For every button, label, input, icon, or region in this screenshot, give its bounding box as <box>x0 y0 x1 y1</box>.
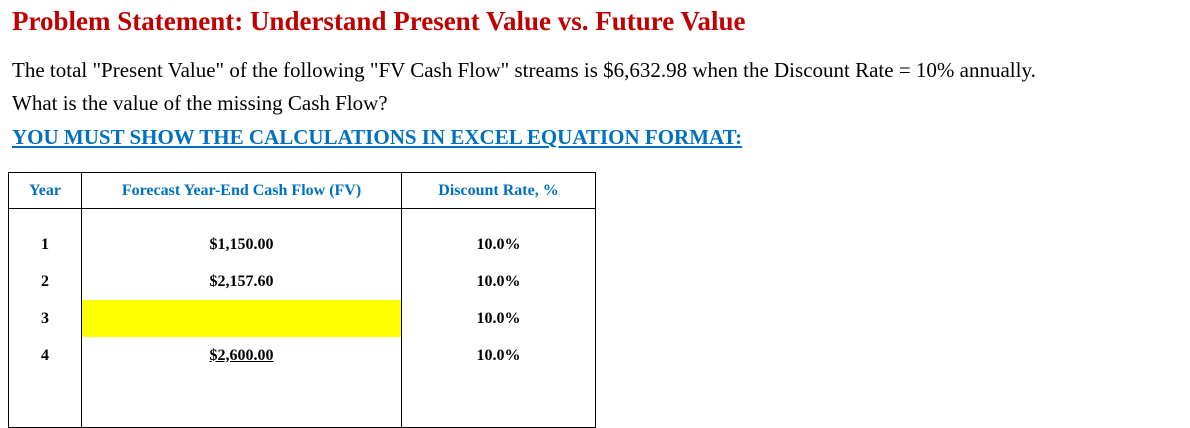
cash-flow-cell: $2,600.00 <box>81 337 402 374</box>
table-row-missing-cash-flow: 3 10.0% <box>8 300 596 337</box>
instruction-text: YOU MUST SHOW THE CALCULATIONS IN EXCEL … <box>12 125 743 149</box>
table-bottom-row <box>8 374 596 428</box>
year-cell: 3 <box>8 300 82 337</box>
header-forecast-cash-flow: Forecast Year-End Cash Flow (FV) <box>81 172 402 209</box>
page-title: Problem Statement: Understand Present Va… <box>12 6 746 36</box>
cash-flow-table: Year Forecast Year-End Cash Flow (FV) Di… <box>8 172 596 428</box>
table-spacer-row <box>8 208 596 226</box>
year-cell: 1 <box>8 226 82 263</box>
table-row: 4 $2,600.00 10.0% <box>8 337 596 374</box>
table-row: 1 $1,150.00 10.0% <box>8 226 596 263</box>
header-year: Year <box>8 172 82 209</box>
missing-cash-flow-cell[interactable] <box>81 300 402 337</box>
discount-rate-cell: 10.0% <box>401 337 596 374</box>
table-row: 2 $2,157.60 10.0% <box>8 263 596 300</box>
cash-flow-cell: $2,157.60 <box>81 263 402 300</box>
discount-rate-cell: 10.0% <box>401 300 596 337</box>
year-cell: 2 <box>8 263 82 300</box>
cash-flow-value: $2,600.00 <box>209 346 274 364</box>
cash-flow-cell: $1,150.00 <box>81 226 402 263</box>
table-header-row: Year Forecast Year-End Cash Flow (FV) Di… <box>8 172 596 209</box>
problem-description: The total "Present Value" of the followi… <box>12 54 1187 120</box>
discount-rate-cell: 10.0% <box>401 226 596 263</box>
problem-description-line-2: What is the value of the missing Cash Fl… <box>12 91 388 115</box>
year-cell: 4 <box>8 337 82 374</box>
problem-description-line-1: The total "Present Value" of the followi… <box>12 58 1036 82</box>
header-discount-rate: Discount Rate, % <box>401 172 596 209</box>
discount-rate-cell: 10.0% <box>401 263 596 300</box>
